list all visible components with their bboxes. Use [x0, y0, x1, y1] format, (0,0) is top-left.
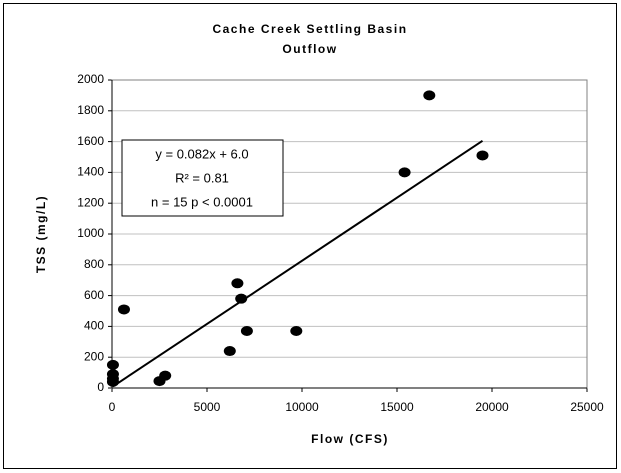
x-tick-label: 10000 — [285, 400, 319, 414]
x-tick-label: 25000 — [570, 400, 604, 414]
x-tick-label: 20000 — [475, 400, 509, 414]
y-tick-label: 1800 — [77, 103, 104, 117]
y-tick-label: 2000 — [77, 72, 104, 86]
y-tick-label: 0 — [97, 380, 104, 394]
point — [235, 293, 248, 304]
trend-line — [112, 139, 484, 388]
annotation-box — [121, 139, 284, 217]
chart-title: Cache Creek Settling Basin — [212, 22, 407, 36]
x-axis-label: Flow (CFS) — [311, 432, 389, 446]
y-tick-label: 400 — [84, 319, 104, 333]
point — [223, 346, 236, 357]
y-tick-label: 1400 — [77, 165, 104, 179]
point — [423, 90, 436, 101]
y-tick-label: 1200 — [77, 195, 104, 209]
y-axis-label: TSS (mg/L) — [34, 195, 48, 273]
point — [231, 278, 244, 289]
y-tick-label: 800 — [84, 257, 104, 271]
x-tick-label: 15000 — [380, 400, 414, 414]
point — [240, 326, 253, 337]
annotation: R² = 0.81 — [175, 170, 229, 185]
point — [476, 150, 489, 161]
x-tick-label: 0 — [109, 400, 116, 414]
chart-title: Outflow — [282, 42, 337, 56]
point — [117, 304, 130, 315]
annotation: n = 15 p < 0.0001 — [151, 194, 253, 209]
y-tick-label: 1600 — [77, 134, 104, 148]
chart-border — [3, 3, 617, 469]
point — [106, 376, 119, 387]
point — [398, 167, 411, 178]
point — [159, 370, 172, 381]
annotation: y = 0.082x + 6.0 — [155, 146, 248, 161]
point — [106, 359, 119, 370]
y-tick-label: 200 — [84, 349, 104, 363]
point — [290, 326, 303, 337]
y-tick-label: 1000 — [77, 226, 104, 240]
x-tick-label: 5000 — [194, 400, 221, 414]
y-tick-label: 600 — [84, 288, 104, 302]
